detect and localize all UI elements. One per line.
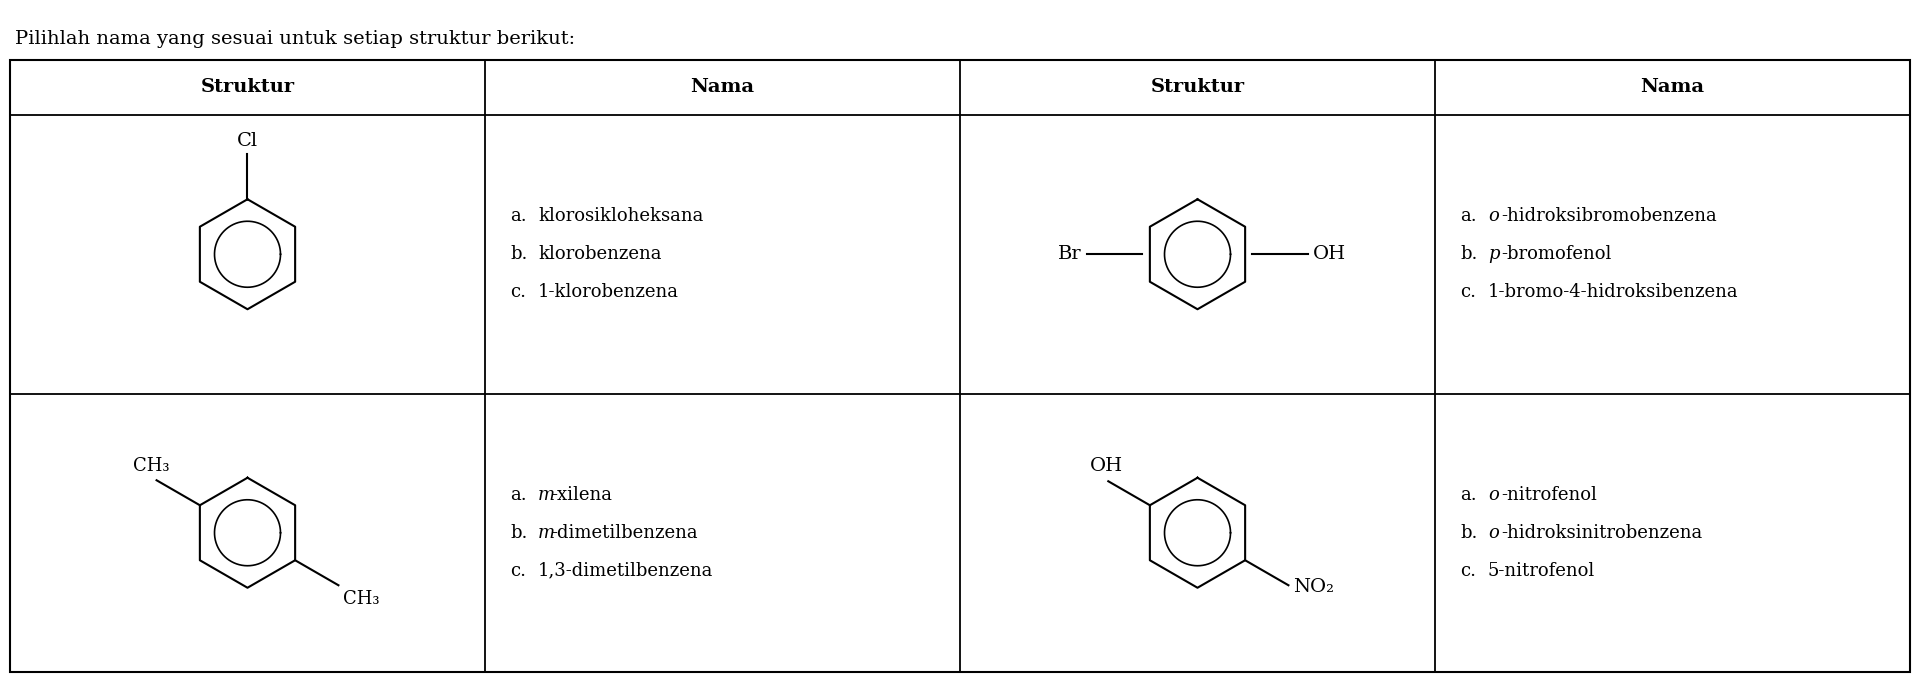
Text: -xilena: -xilena [551, 486, 612, 504]
Text: o: o [1488, 486, 1500, 504]
Text: b.: b. [511, 524, 528, 542]
Text: b.: b. [1459, 524, 1476, 542]
Text: o: o [1488, 207, 1500, 225]
Text: CH₃: CH₃ [132, 457, 169, 475]
Text: b.: b. [1459, 246, 1476, 263]
Text: Nama: Nama [1640, 78, 1705, 96]
FancyBboxPatch shape [10, 60, 1910, 672]
Text: Pilihlah nama yang sesuai untuk setiap struktur berikut:: Pilihlah nama yang sesuai untuk setiap s… [15, 30, 576, 48]
Text: c.: c. [511, 283, 526, 301]
Text: NO₂: NO₂ [1294, 578, 1334, 596]
Text: -dimetilbenzena: -dimetilbenzena [551, 524, 697, 542]
Text: -nitrofenol: -nitrofenol [1501, 486, 1597, 504]
Text: a.: a. [511, 486, 526, 504]
Text: a.: a. [511, 207, 526, 225]
Text: Struktur: Struktur [200, 78, 294, 96]
Text: OH: OH [1313, 246, 1346, 263]
Text: c.: c. [1459, 283, 1476, 301]
Text: Br: Br [1058, 246, 1081, 263]
Text: 1,3-dimetilbenzena: 1,3-dimetilbenzena [538, 562, 714, 580]
Text: o: o [1488, 524, 1500, 542]
Text: CH₃: CH₃ [344, 590, 380, 608]
Text: m: m [538, 486, 555, 504]
Text: p: p [1488, 246, 1500, 263]
Text: 1-bromo-4-hidroksibenzena: 1-bromo-4-hidroksibenzena [1488, 283, 1740, 301]
Text: 1-klorobenzena: 1-klorobenzena [538, 283, 680, 301]
Text: -bromofenol: -bromofenol [1501, 246, 1611, 263]
Text: a.: a. [1459, 486, 1476, 504]
Text: c.: c. [511, 562, 526, 580]
Text: m: m [538, 524, 555, 542]
Text: Cl: Cl [236, 132, 257, 150]
Text: Nama: Nama [691, 78, 755, 96]
Text: Struktur: Struktur [1150, 78, 1244, 96]
Text: klorosikloheksana: klorosikloheksana [538, 207, 703, 225]
Text: a.: a. [1459, 207, 1476, 225]
Text: -hidroksinitrobenzena: -hidroksinitrobenzena [1501, 524, 1703, 542]
Text: 5-nitrofenol: 5-nitrofenol [1488, 562, 1596, 580]
Text: -hidroksibromobenzena: -hidroksibromobenzena [1501, 207, 1716, 225]
Text: b.: b. [511, 246, 528, 263]
Text: OH: OH [1091, 457, 1123, 475]
Text: klorobenzena: klorobenzena [538, 246, 662, 263]
Text: c.: c. [1459, 562, 1476, 580]
